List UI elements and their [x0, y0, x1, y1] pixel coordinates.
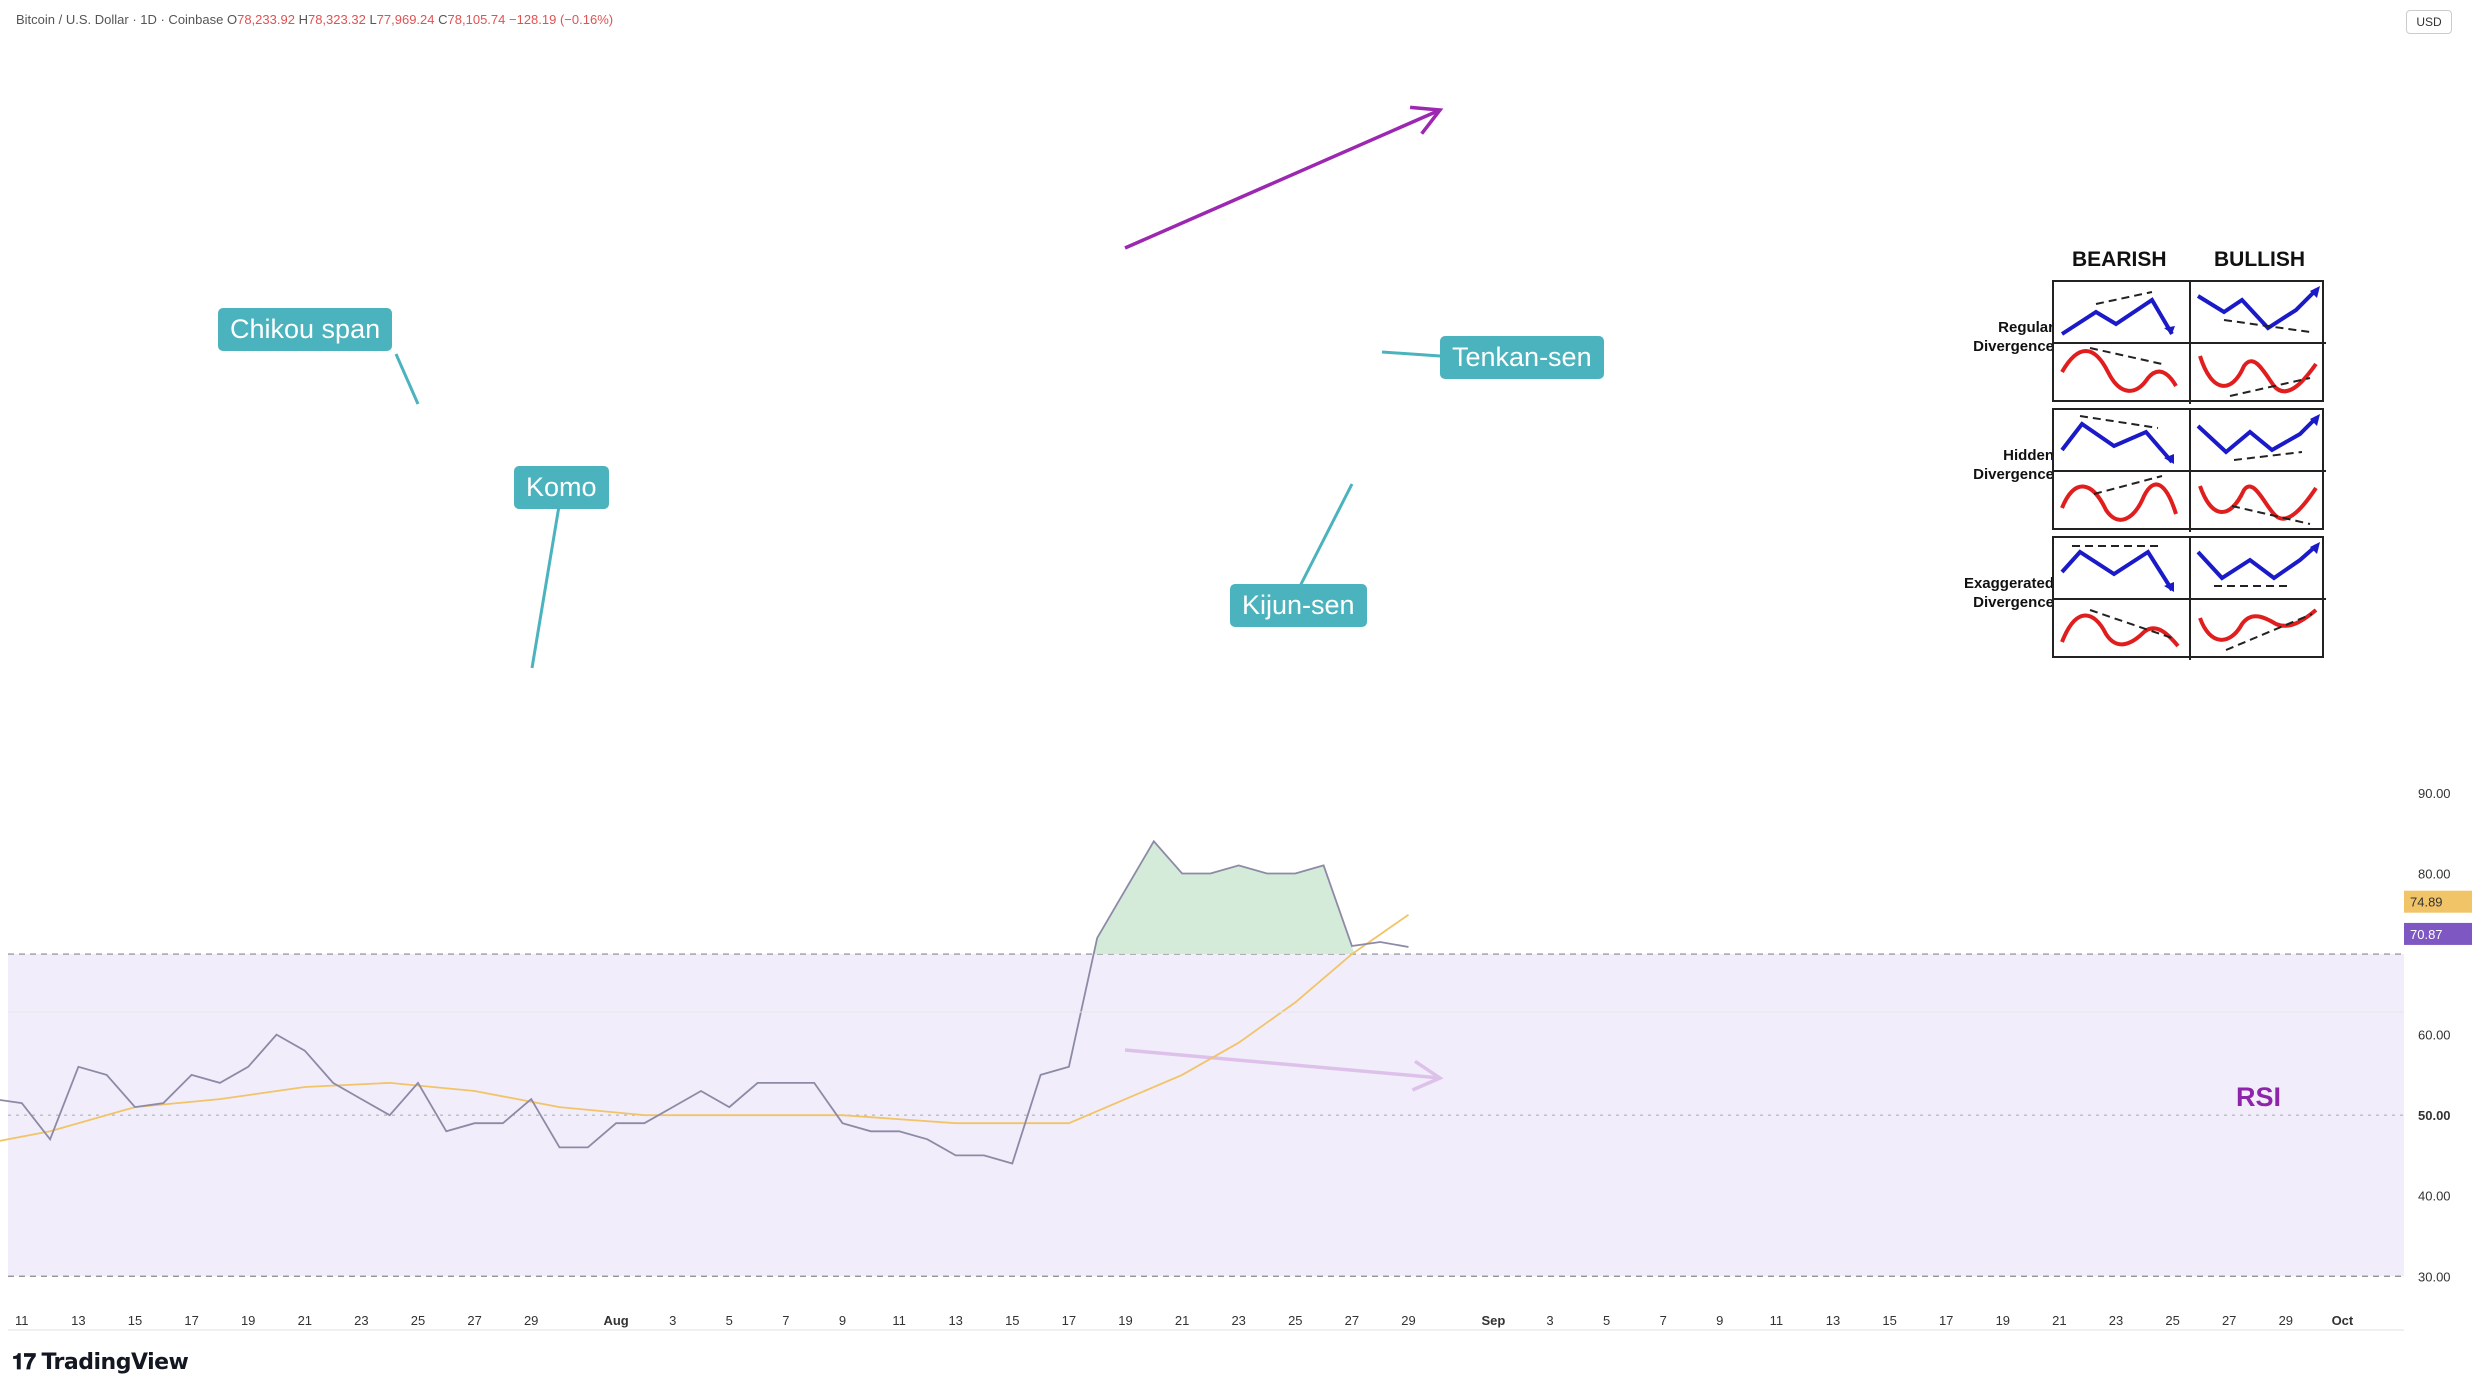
x-tick-label: 5	[1603, 1313, 1610, 1328]
x-tick-label: 29	[1401, 1313, 1415, 1328]
x-tick-label: Oct	[2332, 1313, 2354, 1328]
bearish-header: BEARISH	[2072, 248, 2167, 271]
x-tick-label: 23	[354, 1313, 368, 1328]
rsi-marker-label: 70.87	[2410, 927, 2443, 942]
regular-divergence-label: Regular Divergence	[1973, 319, 2054, 355]
x-tick-label: 5	[726, 1313, 733, 1328]
x-tick-label: 21	[2052, 1313, 2066, 1328]
x-tick-label: 11	[1770, 1313, 1784, 1328]
x-tick-label: 21	[298, 1313, 312, 1328]
rsi-tick-label: 90.00	[2418, 786, 2451, 801]
x-tick-label: 17	[184, 1313, 198, 1328]
x-tick-label: 15	[1882, 1313, 1896, 1328]
annotation-pointer	[530, 499, 562, 669]
x-tick-label: Aug	[603, 1313, 628, 1328]
tradingview-icon: 𝟏𝟕	[12, 1350, 36, 1375]
exaggerated-divergence-diagram	[2054, 538, 2326, 660]
x-tick-label: 17	[1062, 1313, 1076, 1328]
regular-divergence-diagram	[2054, 282, 2326, 404]
kijun-label: Kijun-sen	[1230, 584, 1367, 627]
annotation-pointer	[1381, 350, 1441, 358]
symbol-name: Bitcoin / U.S. Dollar · 1D · Coinbase	[16, 12, 224, 27]
x-tick-label: 13	[948, 1313, 962, 1328]
x-tick-label: 27	[467, 1313, 481, 1328]
x-tick-label: 7	[1660, 1313, 1667, 1328]
currency-button[interactable]: USD	[2406, 10, 2452, 34]
bullish-header: BULLISH	[2214, 248, 2305, 271]
x-tick-label: 9	[839, 1313, 846, 1328]
x-tick-label: 25	[411, 1313, 425, 1328]
x-tick-label: 15	[1005, 1313, 1019, 1328]
chart-header: Bitcoin / U.S. Dollar · 1D · Coinbase O7…	[16, 12, 614, 27]
x-tick-label: 11	[892, 1313, 906, 1328]
rsi-label: RSI	[2236, 1082, 2282, 1112]
x-tick-label: 13	[71, 1313, 85, 1328]
rsi-tick-label: 30.00	[2418, 1269, 2451, 1284]
rsi-tick-label: 50.00	[2418, 1108, 2451, 1123]
rsi-tick-label: 40.00	[2418, 1189, 2451, 1204]
x-tick-label: 19	[241, 1313, 255, 1328]
exaggerated-divergence-box	[2052, 536, 2326, 660]
brand-name: TradingView	[41, 1350, 189, 1375]
x-tick-label: 19	[1118, 1313, 1132, 1328]
x-tick-label: 9	[1716, 1313, 1723, 1328]
komo-label: Komo	[514, 466, 609, 509]
x-tick-label: 15	[128, 1313, 142, 1328]
x-tick-label: Sep	[1481, 1313, 1505, 1328]
x-tick-label: 19	[1996, 1313, 2010, 1328]
change-value: −128.19 (−0.16%)	[509, 12, 614, 27]
high-value: 78,323.32	[307, 12, 366, 27]
rsi-overbought-fill	[1094, 841, 1355, 955]
hidden-divergence-diagram	[2054, 410, 2326, 532]
rsi-marker-label: 74.89	[2410, 895, 2443, 910]
x-tick-label: 23	[2109, 1313, 2123, 1328]
low-value: 77,969.24	[376, 12, 435, 27]
exaggerated-divergence-label: Exaggerated Divergence	[1963, 575, 2054, 611]
x-tick-label: 7	[782, 1313, 789, 1328]
rsi-line	[0, 839, 1409, 1165]
hidden-divergence-label: Hidden Divergence	[1973, 447, 2054, 483]
x-tick-label: 21	[1175, 1313, 1189, 1328]
x-tick-label: 29	[524, 1313, 538, 1328]
divergence-table: BEARISH BULLISH Regular Divergence Hidde…	[1946, 248, 2330, 668]
rsi-tick-label: 80.00	[2418, 867, 2451, 882]
rsi-marker	[2404, 922, 2472, 945]
open-value: 78,233.92	[237, 12, 295, 27]
tradingview-logo[interactable]: 𝟏𝟕 TradingView	[12, 1350, 189, 1375]
x-tick-label: 11	[15, 1313, 29, 1328]
regular-divergence-box	[2052, 280, 2326, 404]
price-divergence-arrow-head	[1409, 105, 1444, 135]
x-tick-label: 27	[2222, 1313, 2236, 1328]
x-tick-label: 3	[669, 1313, 676, 1328]
rsi-ma-line	[0, 913, 1410, 1142]
price-divergence-arrow	[1124, 108, 1441, 250]
x-tick-label: 27	[1345, 1313, 1359, 1328]
annotation-pointer	[394, 353, 420, 405]
tenkan-label: Tenkan-sen	[1440, 336, 1604, 379]
x-tick-label: 29	[2279, 1313, 2293, 1328]
close-value: 78,105.74	[447, 12, 506, 27]
hidden-divergence-box	[2052, 408, 2326, 532]
x-tick-label: 3	[1546, 1313, 1553, 1328]
x-tick-label: 23	[1231, 1313, 1245, 1328]
x-tick-label: 17	[1939, 1313, 1953, 1328]
x-tick-label: 25	[1288, 1313, 1302, 1328]
x-tick-label: 25	[2165, 1313, 2179, 1328]
rsi-marker	[2404, 890, 2472, 913]
x-tick-label: 13	[1826, 1313, 1840, 1328]
chikou-label: Chikou span	[218, 308, 393, 351]
annotation-pointer	[1294, 483, 1354, 595]
rsi-tick-label: 60.00	[2418, 1028, 2451, 1043]
rsi-band	[8, 954, 2404, 1277]
